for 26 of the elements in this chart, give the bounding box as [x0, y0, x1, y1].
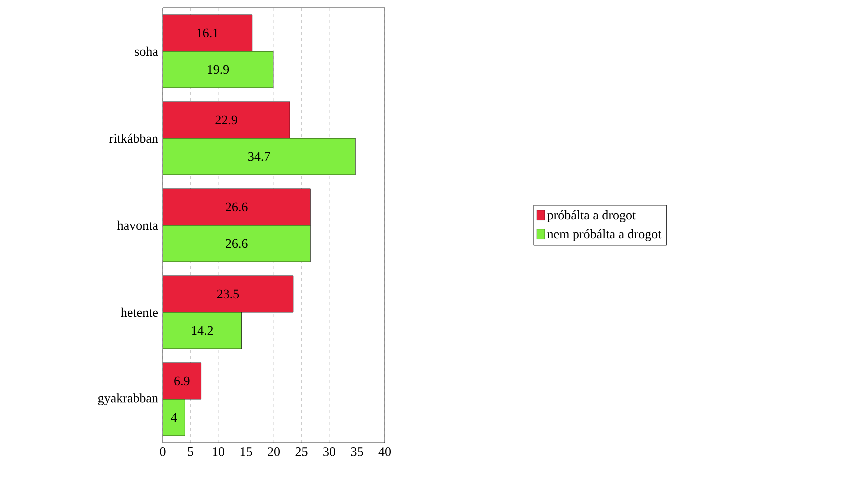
- data-label: 4: [171, 413, 178, 422]
- legend-label: nem próbálta a drogot: [548, 230, 662, 242]
- y-tick-label: soha: [135, 46, 158, 56]
- data-label: 34.7: [248, 152, 270, 162]
- y-tick-label: havonta: [117, 220, 158, 230]
- data-label: 19.9: [208, 65, 230, 74]
- x-tick-label: 20: [268, 448, 280, 456]
- y-tick-label: hetente: [121, 308, 158, 318]
- x-tick-label: 25: [296, 448, 308, 456]
- x-tick-label: 10: [213, 448, 225, 456]
- data-label: 26.6: [226, 202, 248, 212]
- y-tick-label: gyakrabban: [98, 394, 158, 406]
- data-label: 23.5: [217, 290, 240, 299]
- y-tick-label: ritkábban: [110, 134, 158, 144]
- x-tick-label: 0: [160, 448, 166, 456]
- x-tick-label: 15: [240, 448, 252, 456]
- legend-label: próbálta a drogot: [548, 210, 636, 222]
- x-tick-label: 30: [324, 448, 336, 456]
- x-tick-label: 35: [351, 448, 364, 456]
- x-tick-label: 40: [378, 448, 392, 456]
- data-label: 6.9: [174, 376, 190, 386]
- data-label: 16.1: [197, 28, 218, 38]
- data-label: 22.9: [216, 116, 238, 125]
- data-label: 14.2: [192, 326, 214, 336]
- data-label: 26.6: [226, 239, 248, 248]
- x-tick-label: 5: [188, 448, 194, 456]
